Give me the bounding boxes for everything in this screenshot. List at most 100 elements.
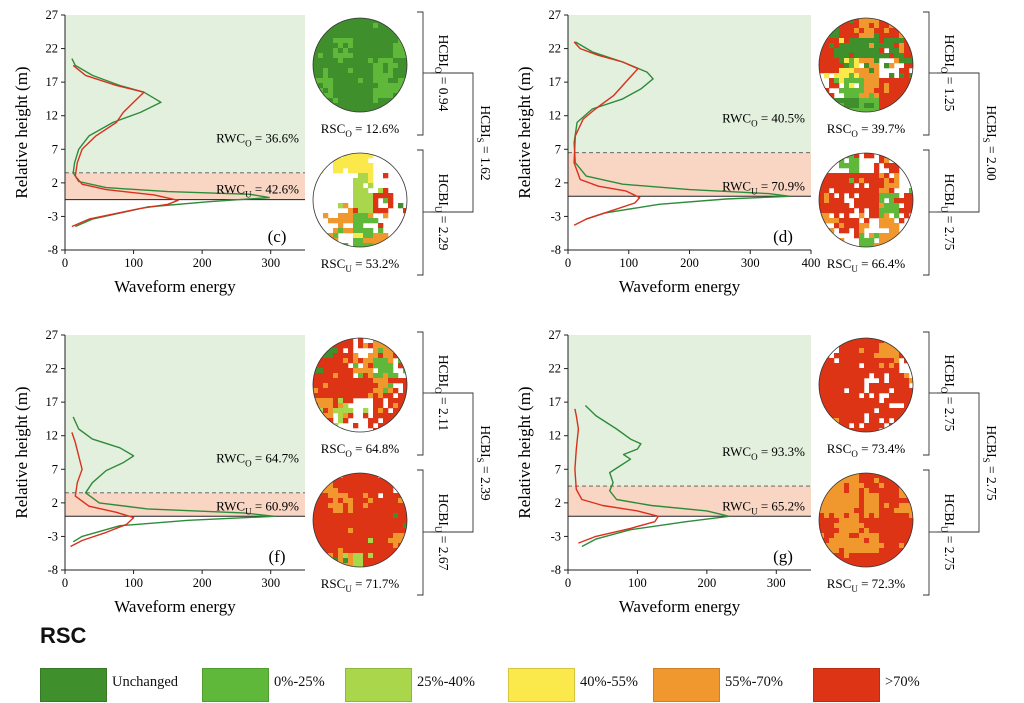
rsc-overstory-label: RSCO = 12.6% bbox=[321, 121, 400, 139]
canopy-map-f_o bbox=[312, 337, 408, 433]
legend-swatch bbox=[813, 668, 880, 702]
x-tick-label: 300 bbox=[767, 576, 786, 590]
hcbi-stand-bracket bbox=[431, 392, 474, 533]
legend-swatch bbox=[345, 668, 412, 702]
panel-f: -8 -3 2 7 12 17 22 27 0 100 200 300 Waveform energy R… bbox=[0, 320, 520, 640]
x-tick-label: 100 bbox=[619, 256, 638, 270]
canopy-map-f_u bbox=[312, 472, 408, 568]
legend-swatch bbox=[653, 668, 720, 702]
y-tick-label: -3 bbox=[551, 209, 561, 223]
x-tick-label: 200 bbox=[680, 256, 699, 270]
rwc-understory-label: RWCU = 65.2% bbox=[722, 498, 805, 516]
rwc-understory-label: RWCU = 60.9% bbox=[216, 498, 299, 516]
overstory-band bbox=[65, 335, 305, 493]
understory-band bbox=[65, 172, 305, 200]
hcbi-overstory-label: HCBIO = 1.25 bbox=[939, 35, 957, 112]
y-tick-label: 7 bbox=[555, 462, 561, 476]
canopy-map-d_o bbox=[818, 17, 914, 113]
x-tick-label: 100 bbox=[124, 576, 143, 590]
legend-swatch bbox=[202, 668, 269, 702]
x-tick-label: 0 bbox=[565, 256, 571, 270]
y-tick-label: -3 bbox=[48, 209, 58, 223]
hcbi-stand-label: HCBIS = 2.39 bbox=[475, 425, 493, 501]
hcbi-stand-label: HCBIS = 2.75 bbox=[981, 425, 999, 501]
hcbi-overstory-bracket bbox=[923, 11, 930, 136]
rsc-overstory-label: RSCO = 64.8% bbox=[321, 441, 400, 459]
canopy-map-g_u bbox=[818, 472, 914, 568]
rsc-understory-label: RSCU = 53.2% bbox=[321, 256, 400, 274]
x-tick-label: 200 bbox=[697, 576, 716, 590]
legend-label: 55%-70% bbox=[725, 674, 783, 690]
x-tick-label: 100 bbox=[124, 256, 143, 270]
y-tick-label: 27 bbox=[46, 328, 59, 342]
rwc-overstory-label: RWCO = 93.3% bbox=[722, 444, 805, 462]
rwc-overstory-label: RWCO = 64.7% bbox=[216, 451, 299, 469]
y-axis-label: Relative height (m) bbox=[515, 66, 534, 198]
y-tick-label: 2 bbox=[555, 496, 561, 510]
y-tick-label: 17 bbox=[46, 75, 59, 89]
rsc-understory-label: RSCU = 71.7% bbox=[321, 576, 400, 594]
rsc-overstory-label: RSCO = 73.4% bbox=[827, 441, 906, 459]
series-line-red bbox=[70, 432, 135, 548]
y-tick-label: 22 bbox=[46, 42, 59, 56]
panel-d: -8 -3 2 7 12 17 22 27 0 100 200 300 400 Waveform ener… bbox=[508, 0, 1024, 320]
rsc-overstory-label: RSCO = 39.7% bbox=[827, 121, 906, 139]
y-tick-label: -8 bbox=[48, 243, 58, 257]
hcbi-understory-bracket bbox=[417, 149, 424, 276]
y-tick-label: -8 bbox=[551, 243, 561, 257]
hcbi-stand-bracket bbox=[431, 72, 474, 213]
x-tick-label: 0 bbox=[565, 576, 571, 590]
hcbi-overstory-bracket bbox=[417, 331, 424, 456]
hcbi-understory-label: HCBIU = 2.67 bbox=[433, 494, 451, 571]
y-tick-label: 2 bbox=[555, 176, 561, 190]
hcbi-understory-bracket bbox=[923, 469, 930, 596]
x-tick-label: 300 bbox=[261, 256, 280, 270]
x-tick-label: 300 bbox=[261, 576, 280, 590]
y-tick-label: 17 bbox=[549, 395, 562, 409]
legend-label: 0%-25% bbox=[274, 674, 325, 690]
y-tick-label: 2 bbox=[52, 496, 58, 510]
rwc-overstory-label: RWCO = 36.6% bbox=[216, 131, 299, 149]
legend-title: RSC bbox=[40, 623, 87, 648]
hcbi-understory-label: HCBIU = 2.29 bbox=[433, 174, 451, 251]
understory-band bbox=[568, 486, 811, 517]
series-line-green bbox=[581, 404, 730, 548]
x-axis-label: Waveform energy bbox=[619, 597, 741, 616]
panel-label: (c) bbox=[268, 227, 287, 246]
overstory-band bbox=[568, 15, 811, 153]
y-tick-label: 12 bbox=[549, 429, 562, 443]
canopy-map-g_o bbox=[818, 337, 914, 433]
legend-swatch bbox=[508, 668, 575, 702]
x-tick-label: 0 bbox=[62, 256, 68, 270]
x-tick-label: 100 bbox=[628, 576, 647, 590]
legend-label: >70% bbox=[885, 674, 920, 690]
y-tick-label: 12 bbox=[46, 429, 59, 443]
hcbi-stand-bracket bbox=[937, 392, 980, 533]
series-line-red bbox=[71, 64, 179, 228]
legend-label: Unchanged bbox=[112, 674, 179, 690]
understory-band bbox=[65, 492, 305, 517]
rwc-understory-label: RWCU = 42.6% bbox=[216, 182, 299, 200]
panel-label: (g) bbox=[773, 547, 793, 566]
x-axis-label: Waveform energy bbox=[619, 277, 741, 296]
legend-label: 40%-55% bbox=[580, 674, 638, 690]
panel-c: -8 -3 2 7 12 17 22 27 0 100 200 300 Waveform energy R… bbox=[0, 0, 520, 320]
hcbi-overstory-label: HCBIO = 2.75 bbox=[939, 355, 957, 432]
y-tick-label: 7 bbox=[52, 142, 58, 156]
series-line-red bbox=[574, 408, 659, 544]
y-tick-label: -3 bbox=[551, 529, 561, 543]
hcbi-understory-bracket bbox=[923, 149, 930, 276]
y-axis-label: Relative height (m) bbox=[12, 66, 31, 198]
y-tick-label: -8 bbox=[48, 563, 58, 577]
x-axis-label: Waveform energy bbox=[114, 277, 236, 296]
legend-swatch bbox=[40, 668, 107, 702]
canopy-map-c_u bbox=[312, 152, 408, 248]
y-tick-label: 27 bbox=[549, 328, 562, 342]
hcbi-overstory-label: HCBIO = 0.94 bbox=[433, 35, 451, 112]
hcbi-stand-label: HCBIS = 2.00 bbox=[981, 105, 999, 181]
hcbi-stand-bracket bbox=[937, 72, 980, 213]
x-tick-label: 400 bbox=[802, 256, 821, 270]
hcbi-stand-label: HCBIS = 1.62 bbox=[475, 105, 493, 180]
